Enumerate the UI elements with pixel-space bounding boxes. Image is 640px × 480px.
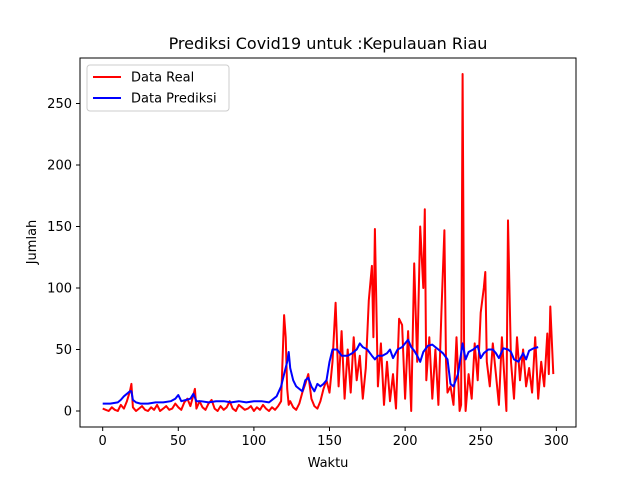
plot-area bbox=[102, 73, 555, 412]
x-tick-label: 100 bbox=[241, 434, 266, 449]
y-tick-label: 50 bbox=[55, 343, 72, 358]
x-axis-label: Waktu bbox=[308, 456, 349, 471]
legend-label-data-prediksi: Data Prediksi bbox=[131, 92, 217, 107]
y-tick-label: 250 bbox=[47, 97, 72, 112]
y-tick-label: 100 bbox=[47, 282, 72, 297]
legend: Data Real Data Prediksi bbox=[86, 64, 230, 112]
x-axis: 0 50 100 150 200 250 300 bbox=[99, 427, 569, 449]
series-line-data-prediksi bbox=[102, 338, 539, 405]
x-tick-label: 150 bbox=[317, 434, 342, 449]
y-tick-label: 0 bbox=[64, 405, 72, 420]
y-axis: 0 50 100 150 200 250 bbox=[47, 97, 80, 420]
y-axis-label: Jumlah bbox=[25, 220, 40, 266]
y-tick-label: 200 bbox=[47, 159, 72, 174]
x-tick-label: 200 bbox=[393, 434, 418, 449]
plot-frame bbox=[79, 57, 577, 428]
chart-title: Prediksi Covid19 untuk :Kepulauan Riau bbox=[169, 34, 488, 53]
legend-label-data-real: Data Real bbox=[131, 71, 194, 86]
legend-box bbox=[86, 64, 230, 112]
x-tick-label: 300 bbox=[544, 434, 569, 449]
x-tick-label: 0 bbox=[99, 434, 107, 449]
x-tick-label: 250 bbox=[468, 434, 493, 449]
y-tick-label: 150 bbox=[47, 220, 72, 235]
series-line-data-real bbox=[102, 73, 555, 412]
x-tick-label: 50 bbox=[170, 434, 187, 449]
